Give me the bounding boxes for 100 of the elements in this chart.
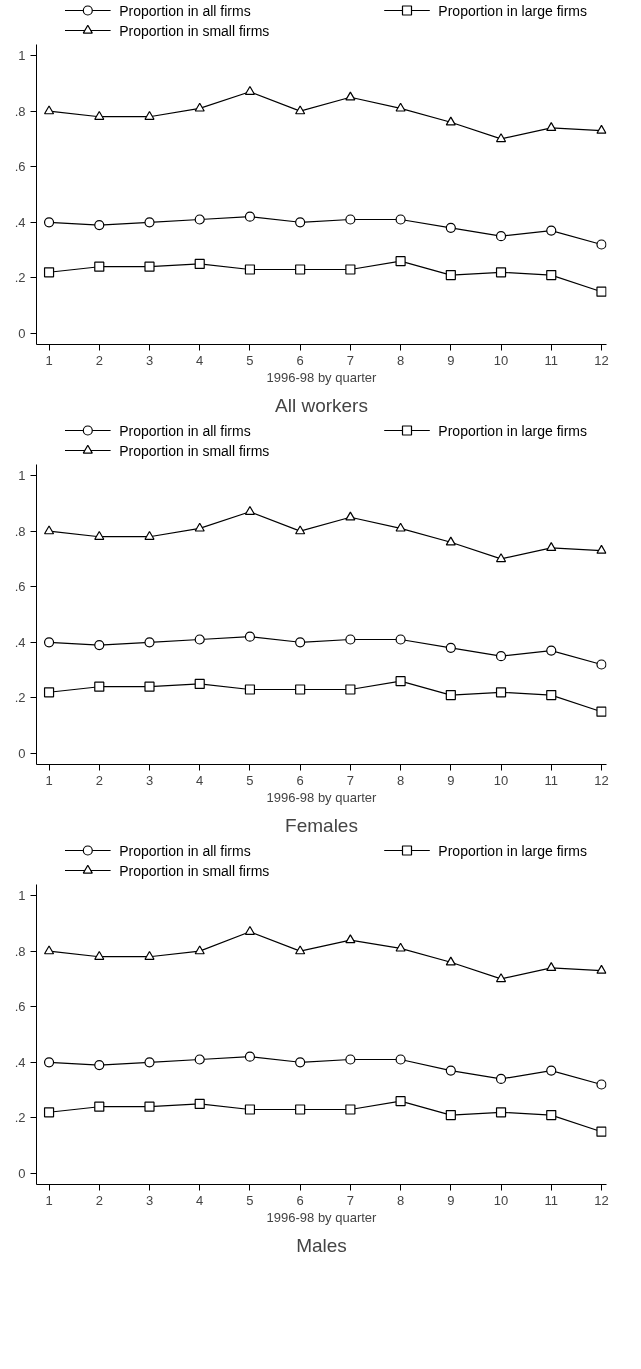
point [395,102,406,112]
point [596,286,607,297]
y-tick-label: .2 [14,270,26,286]
point [244,684,256,695]
legend-label: Proportion in large firms [438,422,587,439]
point [194,945,205,955]
point [596,239,607,250]
point [345,1054,356,1065]
point [194,522,205,532]
point [194,1054,205,1065]
point [546,689,557,701]
point [194,214,205,225]
legend-label: Proportion in small firms [119,862,270,879]
point [596,124,607,134]
point [244,631,256,642]
point [596,706,607,717]
point [94,1101,105,1112]
x-tick-label: 8 [396,352,405,368]
y-tick-label: 0 [18,1165,26,1181]
x-tick-label: 7 [346,772,354,788]
legend-label: Proportion in large firms [438,2,587,19]
text: All workers [275,394,368,416]
point [94,681,105,692]
x-tick-label: 3 [145,352,154,368]
text: Males [296,1234,347,1256]
x-tick-label: 11 [544,772,559,788]
point [445,269,456,281]
point [194,258,205,270]
point [144,681,155,692]
x-tick-label: 8 [396,1192,405,1208]
point [94,219,105,231]
point [395,522,406,532]
x-tick-label: 2 [95,1192,103,1208]
x-tick-label: 10 [493,352,509,368]
x-tick-label: 9 [447,772,455,788]
point [43,1057,55,1068]
y-tick-label: .4 [14,1054,26,1070]
point [295,264,306,275]
y-tick-label: .6 [14,159,26,175]
point [244,1051,256,1062]
point [596,659,607,670]
point [445,689,456,701]
x-tick-label: 12 [594,1192,609,1208]
point [445,536,456,546]
x-tick-label: 10 [493,1192,509,1208]
point [43,105,55,115]
legend-label: Proportion in small firms [119,22,270,39]
point [94,110,105,120]
point [395,634,406,645]
point [43,267,55,278]
point [244,505,256,515]
point [94,639,105,651]
point [94,530,105,540]
point [495,231,507,242]
point [495,651,507,662]
point [43,945,55,955]
point [596,1126,607,1137]
point [495,973,507,983]
point [395,256,406,267]
point [295,217,306,228]
text: Females [285,814,358,836]
point [295,1104,306,1115]
x-tick-label: 1 [45,1192,53,1208]
point [194,678,205,690]
x-tick-label: 7 [346,352,354,368]
point [295,637,306,648]
point [295,1057,306,1068]
legend-label: Proportion in all firms [119,842,251,859]
point [94,1059,105,1071]
point [495,267,507,278]
point [94,261,105,272]
legend-label: Proportion in all firms [119,422,251,439]
point [345,934,356,944]
x-tick-label: 12 [594,772,609,788]
point [395,1054,406,1065]
y-tick-label: .4 [14,634,26,650]
x-axis-title: 1996-98 by quarter [266,369,378,385]
y-tick-label: 1 [18,888,26,904]
point [596,544,607,554]
point [596,964,607,974]
y-tick-label: .8 [14,943,26,959]
x-tick-label: 11 [544,352,559,368]
point [495,687,507,698]
point [345,511,356,521]
point [345,264,356,275]
y-tick-label: .6 [14,999,26,1015]
x-tick-label: 4 [196,772,204,788]
point [244,211,256,222]
y-tick-label: 1 [18,468,26,484]
point [43,637,55,648]
point [445,222,456,233]
x-tick-label: 2 [95,772,103,788]
point [43,1107,55,1118]
x-tick-label: 1 [45,772,53,788]
y-tick-label: .8 [14,103,26,119]
point [495,1073,507,1085]
y-tick-label: 0 [18,745,26,761]
y-tick-label: 1 [18,48,26,64]
point [546,1065,557,1076]
x-tick-label: 5 [246,352,254,368]
